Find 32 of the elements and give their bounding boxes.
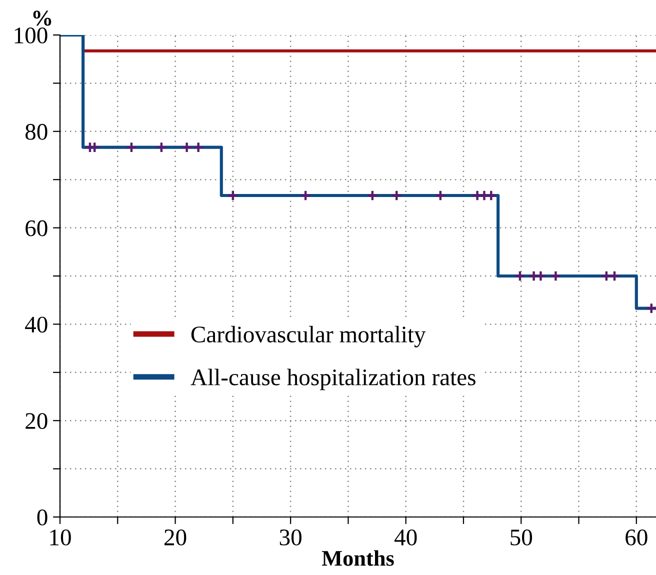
point bbox=[608, 270, 620, 282]
x-tick-label: 20 bbox=[164, 529, 186, 546]
y-tick-label: 20 bbox=[26, 413, 48, 430]
y-tick-label: 100 bbox=[14, 27, 48, 44]
x-tick-label: 30 bbox=[280, 529, 302, 546]
point bbox=[485, 190, 497, 202]
y-tick-label: 60 bbox=[26, 220, 48, 236]
x-tick-label: 40 bbox=[394, 529, 417, 546]
y-tick-label: 40 bbox=[25, 316, 48, 333]
point bbox=[550, 270, 562, 282]
x-axis-title: Months bbox=[322, 550, 394, 566]
point bbox=[300, 190, 312, 202]
point bbox=[366, 190, 378, 202]
point bbox=[534, 270, 546, 282]
point bbox=[390, 190, 402, 202]
point bbox=[192, 142, 204, 154]
point bbox=[600, 270, 612, 282]
y-axis-title: % bbox=[33, 10, 52, 26]
point bbox=[514, 270, 526, 282]
point bbox=[126, 142, 138, 154]
legend-label: Cardiovascular mortality bbox=[191, 326, 426, 348]
x-tick-label: 50 bbox=[510, 529, 532, 546]
y-tick-label: 0 bbox=[37, 509, 48, 526]
point bbox=[156, 142, 168, 154]
legend-label: All-cause hospitalization rates bbox=[190, 368, 476, 390]
point bbox=[181, 142, 193, 154]
x-tick-label: 10 bbox=[50, 529, 71, 546]
point bbox=[227, 190, 239, 202]
point bbox=[646, 302, 656, 314]
point bbox=[434, 190, 446, 202]
y-tick-label: 80 bbox=[25, 124, 48, 140]
x-tick-label: 60 bbox=[626, 529, 648, 546]
